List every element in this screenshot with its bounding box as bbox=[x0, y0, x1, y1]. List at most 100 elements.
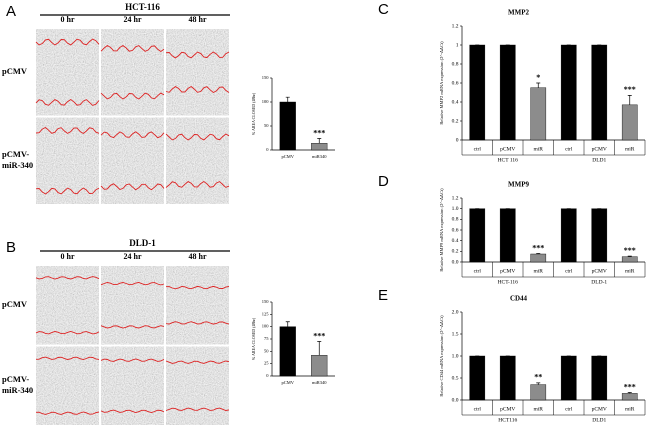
wound-edge bbox=[35, 411, 100, 415]
significance-label: *** bbox=[532, 243, 544, 252]
x-tick-label: miR bbox=[534, 406, 544, 412]
wound-edge bbox=[35, 126, 100, 135]
bar bbox=[560, 208, 577, 263]
panel-letter: A bbox=[6, 3, 16, 20]
x-tick-label: ctrl bbox=[565, 406, 573, 412]
microscopy-image bbox=[36, 266, 99, 345]
y-tick-label: 150 bbox=[262, 299, 270, 304]
microscopy-image bbox=[101, 117, 164, 204]
x-tick-label: miR bbox=[625, 146, 635, 152]
bar bbox=[530, 253, 547, 263]
microscopy-image bbox=[36, 117, 99, 204]
error-bar bbox=[536, 253, 541, 254]
bar bbox=[621, 104, 638, 141]
cell-line-title: DLD-1 bbox=[129, 238, 156, 248]
y-tick-label: 0 bbox=[266, 373, 269, 378]
x-tick-label: pCMV bbox=[592, 406, 607, 412]
y-tick-label: 0.5 bbox=[452, 375, 459, 381]
significance-label: ** bbox=[534, 373, 542, 382]
x-tick-label: pCMV bbox=[500, 406, 515, 412]
bar bbox=[621, 256, 638, 263]
y-axis-label: Relative MMP9 mRNA expression (2^-ΔΔCt) bbox=[439, 188, 444, 272]
microscopy-image bbox=[166, 117, 229, 204]
timepoint-label: 24 hr bbox=[124, 15, 142, 24]
group-label: HCT116 bbox=[498, 417, 517, 423]
wound-edge bbox=[100, 44, 165, 53]
chart-title: MMP9 bbox=[508, 181, 529, 189]
y-tick-label: 75 bbox=[264, 336, 269, 341]
y-tick-label: 25 bbox=[264, 361, 269, 366]
y-tick-label: 0 bbox=[266, 147, 269, 152]
microscopy-image bbox=[166, 29, 229, 116]
timepoint-label: 24 hr bbox=[124, 252, 142, 261]
bar bbox=[311, 143, 328, 151]
microscopy-image bbox=[101, 29, 164, 116]
error-bar bbox=[627, 95, 632, 105]
y-tick-label: 0.2 bbox=[452, 118, 459, 124]
bar bbox=[469, 208, 486, 263]
y-tick-label: 0.8 bbox=[452, 217, 459, 223]
error-bar bbox=[285, 96, 290, 102]
y-tick-label: 1.2 bbox=[452, 195, 459, 201]
y-tick-label: 125 bbox=[262, 311, 270, 316]
y-tick-label: 0.8 bbox=[452, 61, 459, 67]
wound-edge bbox=[165, 180, 230, 188]
y-tick-label: 0.4 bbox=[452, 99, 459, 105]
x-tick-label: pCMV bbox=[281, 380, 294, 385]
timepoint-label: 48 hr bbox=[189, 15, 207, 24]
microscopy-image bbox=[166, 266, 229, 345]
x-tick-label: miR340 bbox=[312, 380, 327, 385]
wound-edge bbox=[35, 331, 100, 335]
x-tick-label: miR bbox=[625, 406, 635, 412]
significance-label: *** bbox=[624, 382, 636, 391]
bar bbox=[469, 355, 486, 401]
x-tick-label: ctrl bbox=[474, 406, 482, 412]
wound-edge bbox=[35, 98, 100, 106]
y-tick-label: 1.5 bbox=[452, 331, 459, 337]
bar bbox=[591, 44, 608, 141]
significance-label: *** bbox=[313, 128, 325, 137]
y-tick-label: 0 bbox=[456, 137, 459, 143]
wound-edge bbox=[100, 358, 165, 362]
x-tick-label: pCMV bbox=[500, 268, 515, 274]
y-tick-label: 1.0 bbox=[452, 353, 459, 359]
bar bbox=[499, 208, 516, 263]
cell-line-title: HCT-116 bbox=[125, 2, 160, 12]
y-tick-label: 0.4 bbox=[452, 238, 459, 244]
bar bbox=[311, 355, 328, 377]
x-tick-label: pCMV bbox=[500, 146, 515, 152]
bar bbox=[591, 355, 608, 401]
condition-label: miR-340 bbox=[2, 160, 33, 170]
x-tick-label: pCMV bbox=[592, 268, 607, 274]
wound-edge bbox=[165, 360, 230, 364]
microscopy-image bbox=[101, 266, 164, 345]
x-tick-label: ctrl bbox=[565, 146, 573, 152]
condition-label: pCMV bbox=[2, 299, 28, 309]
x-tick-label: ctrl bbox=[474, 268, 482, 274]
x-tick-label: ctrl bbox=[565, 268, 573, 274]
wound-edge bbox=[35, 356, 100, 360]
significance-label: *** bbox=[624, 85, 636, 94]
error-bar bbox=[536, 82, 541, 88]
wound-edge bbox=[100, 325, 165, 329]
x-tick-label: miR bbox=[625, 268, 635, 274]
y-tick-label: 0.6 bbox=[452, 80, 459, 86]
wound-edge bbox=[100, 131, 165, 139]
x-tick-label: pCMV bbox=[592, 146, 607, 152]
wound-edge bbox=[165, 407, 230, 411]
y-tick-label: 1 bbox=[456, 42, 459, 48]
error-bar bbox=[317, 138, 322, 144]
bar bbox=[621, 393, 638, 401]
timepoint-label: 0 hr bbox=[61, 252, 75, 261]
y-tick-label: 0.2 bbox=[452, 249, 459, 255]
y-axis-label: % AREA CLOSED (48hr) bbox=[251, 92, 256, 135]
y-axis-label: Relative MMP2 mRNA expression (2^-ΔΔCt) bbox=[439, 41, 444, 125]
chart-title: CD44 bbox=[510, 295, 528, 303]
bar bbox=[560, 44, 577, 141]
wound-edge bbox=[165, 321, 230, 325]
wound-edge bbox=[165, 51, 230, 59]
y-tick-label: 1.2 bbox=[452, 23, 459, 29]
microscopy-image bbox=[36, 346, 99, 425]
wound-edge bbox=[165, 133, 230, 141]
